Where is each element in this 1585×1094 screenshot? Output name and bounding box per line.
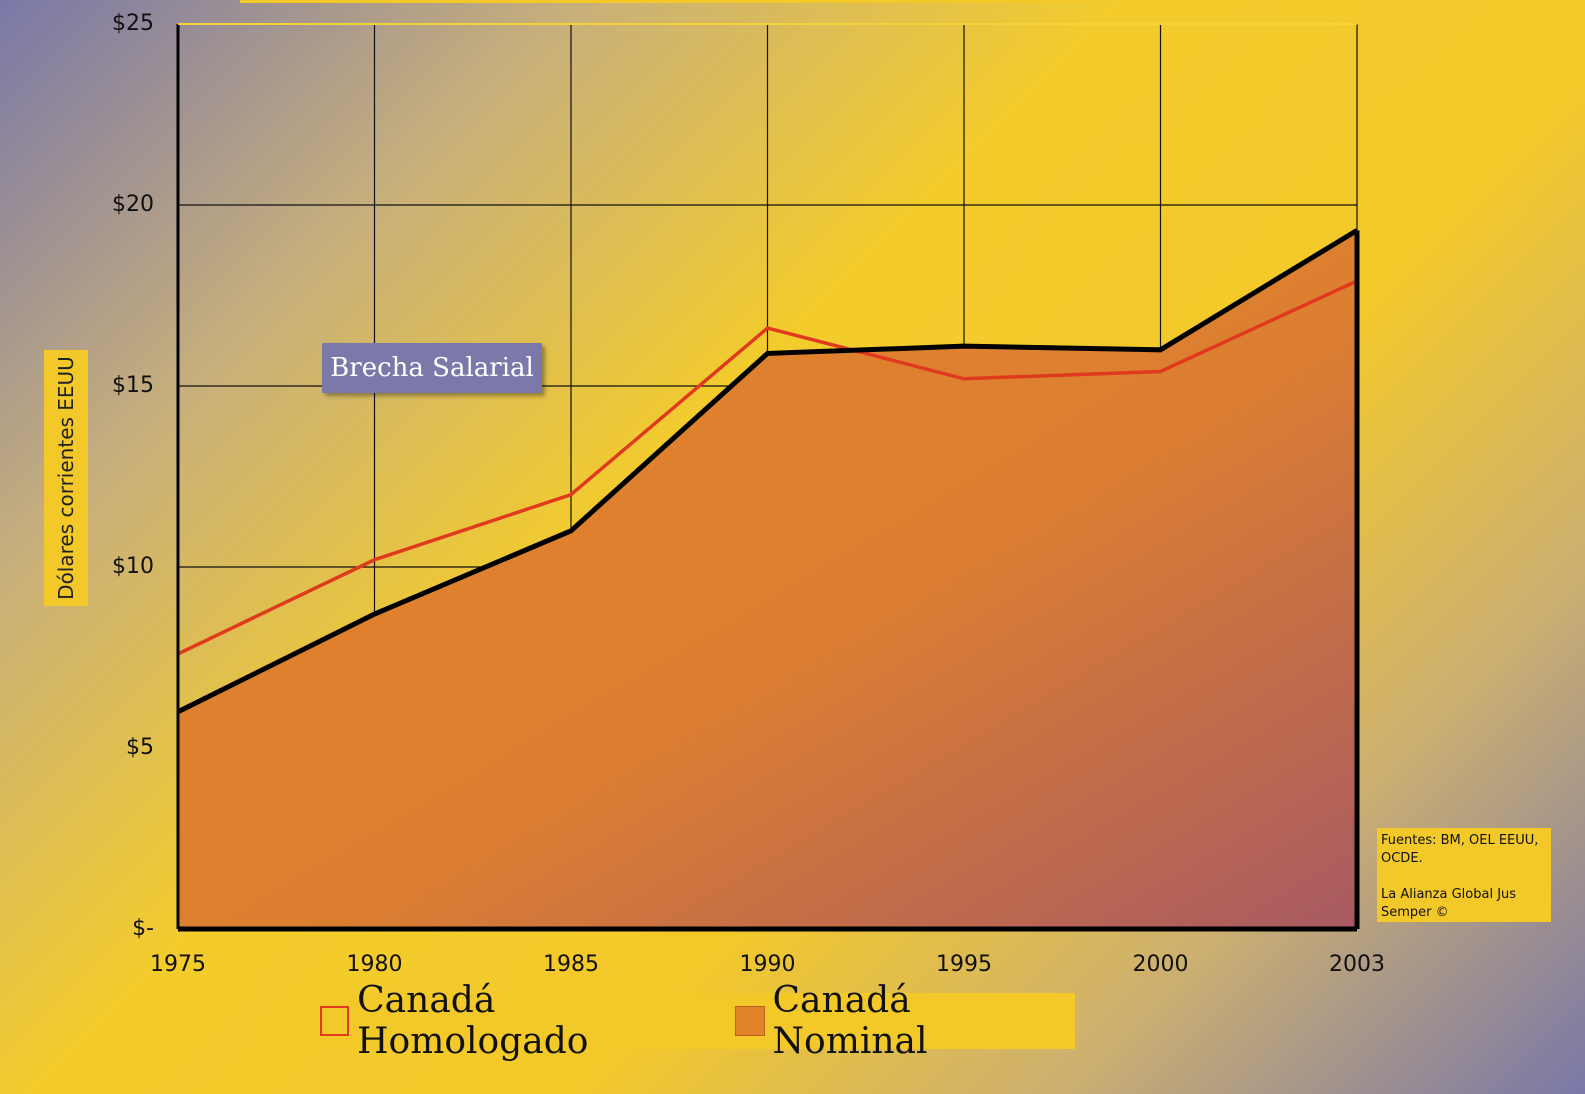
line — [177, 279, 1358, 656]
legend-swatch — [320, 1006, 350, 1036]
source: Fuentes: BM, OEL EEUU, OCDE. — [1381, 833, 1539, 866]
x-tick-label: 1980 — [347, 952, 403, 977]
legend-item: Canadá Homologado — [318, 980, 725, 1062]
y-axis-label: Dólares corrientes EEUU — [54, 356, 78, 600]
x-tick-label: 1995 — [936, 952, 992, 977]
y-axis-label-box: Dólares corrientes EEUU — [44, 350, 88, 606]
legend: Canadá Homologado Canadá Nominal — [310, 980, 1075, 1062]
y-tick-label: $- — [132, 916, 154, 941]
plot — [176, 23, 1360, 932]
labels: $- $5 $10 $15 $20 $25 1975 1980 1985 1990 1995 2000… — [112, 11, 1385, 977]
x-tick-label: 1990 — [740, 952, 796, 977]
y-tick-label: $20 — [112, 192, 154, 217]
annotation: Brecha Salarial — [322, 343, 542, 393]
y-tick-label: $15 — [112, 373, 154, 398]
y-tick-label: $10 — [112, 554, 154, 579]
x-tick-label: 2003 — [1329, 952, 1385, 977]
credit: La Alianza Global Jus Semper © — [1381, 887, 1517, 920]
y-tick-label: $25 — [112, 11, 154, 36]
area — [178, 230, 1357, 930]
x-tick-label: 1975 — [150, 952, 206, 977]
x-tick-label: 1985 — [543, 952, 599, 977]
area-line — [176, 228, 1359, 715]
x-tick-label: 2000 — [1133, 952, 1189, 977]
legend-label: Canadá Homologado — [357, 980, 589, 1062]
top-bar — [240, 0, 1100, 3]
y-tick-label: $5 — [126, 735, 154, 760]
source-box: Fuentes: BM, OEL EEUU, OCDE. La Alianza … — [1377, 828, 1551, 922]
legend-swatch — [735, 1006, 765, 1036]
legend-label: Canadá Nominal — [772, 980, 928, 1062]
legend-item: Canadá Nominal — [733, 980, 1067, 1062]
